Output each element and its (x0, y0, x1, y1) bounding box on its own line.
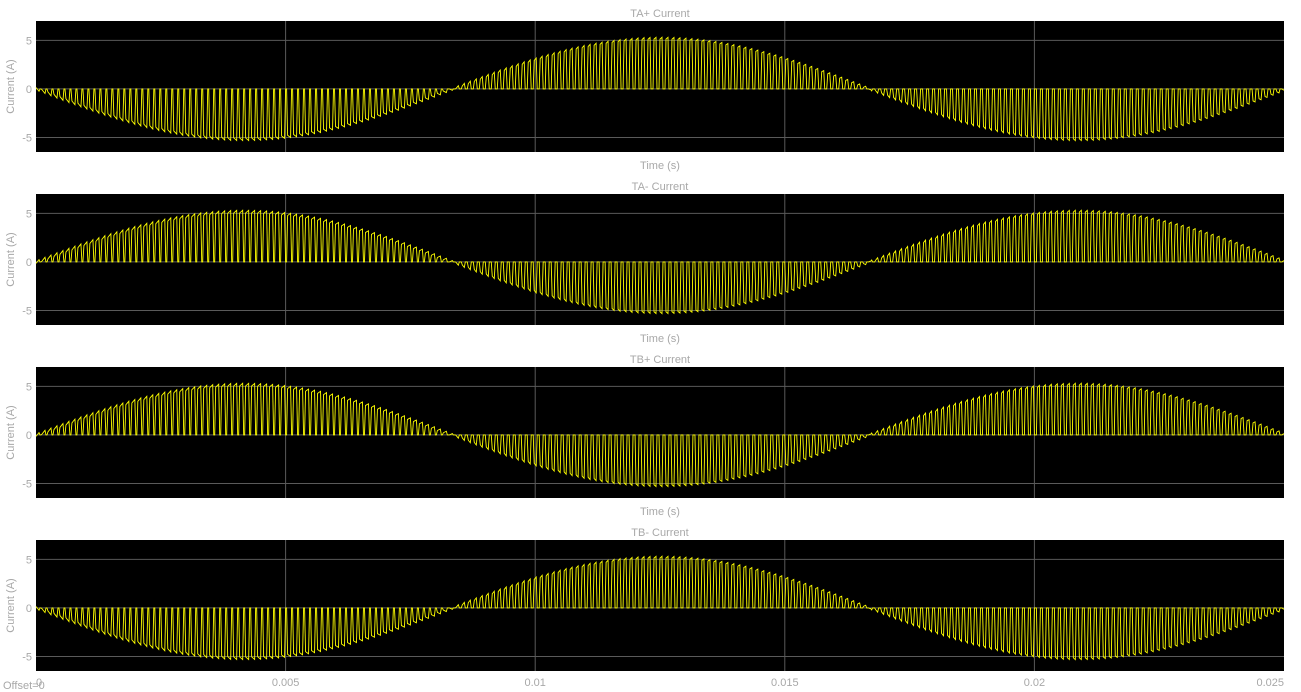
y-tick-label: 0 (26, 257, 32, 269)
x-tick-label: 0.02 (1024, 677, 1045, 689)
panel-1: -5 0 5 TA+ Current Time (s) Current (A) (5, 8, 1285, 172)
series-line (35, 555, 1285, 661)
x-tick-label: 0.005 (272, 677, 300, 689)
x-axis-label: Time (s) (640, 160, 680, 172)
panel-2: -5 0 5 TA- Current Time (s) Current (A) (5, 181, 1285, 345)
plot-title: TA+ Current (630, 8, 689, 20)
panel-3: -5 0 5 TB+ Current Time (s) Current (A) (5, 354, 1285, 518)
y-tick-label: 5 (26, 35, 32, 47)
y-tick-label: 5 (26, 208, 32, 220)
y-tick-label: 5 (26, 554, 32, 566)
y-tick-label: 0 (26, 84, 32, 96)
y-axis-label: Current (A) (5, 405, 17, 459)
y-tick-label: -5 (22, 132, 32, 144)
y-tick-label: -5 (22, 651, 32, 663)
offset-label: Offset=0 (3, 680, 45, 692)
plot-title: TB+ Current (630, 354, 690, 366)
scope-panels: -5 0 5 TA+ Current Time (s) Current (A) -5 0 5 TA… (5, 8, 1285, 689)
series-line (35, 36, 1285, 142)
x-tick-label: 0.01 (524, 677, 545, 689)
y-axis-label: Current (A) (5, 232, 17, 286)
y-tick-label: -5 (22, 305, 32, 317)
y-tick-label: 0 (26, 603, 32, 615)
x-tick-label: 0 (36, 677, 42, 689)
x-tick-label: 0.015 (771, 677, 799, 689)
y-axis-label: Current (A) (5, 578, 17, 632)
y-tick-label: 5 (26, 381, 32, 393)
series-line (35, 209, 1285, 315)
x-axis-label: Time (s) (640, 333, 680, 345)
y-axis-label: Current (A) (5, 59, 17, 113)
y-tick-label: 0 (26, 430, 32, 442)
plot-title: TA- Current (632, 181, 689, 193)
series-line (35, 382, 1285, 488)
plot-title: TB- Current (631, 527, 688, 539)
x-tick-label: 0.025 (1256, 677, 1284, 689)
x-axis-label: Time (s) (640, 506, 680, 518)
y-tick-label: -5 (22, 478, 32, 490)
